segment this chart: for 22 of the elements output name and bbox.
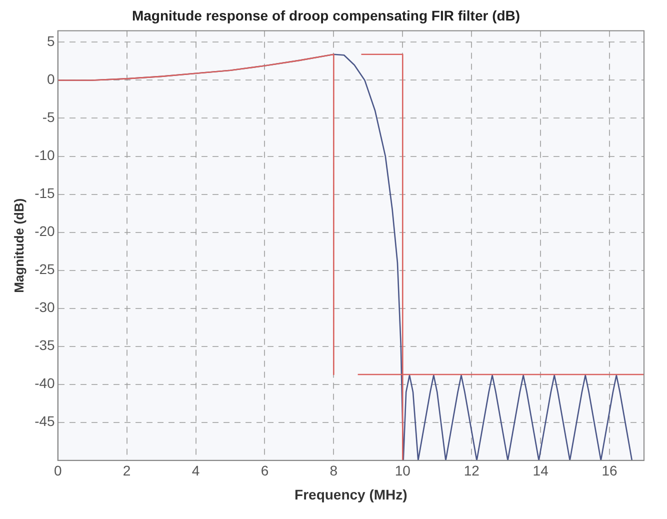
- y-tick-label: -20: [34, 223, 56, 240]
- y-tick-label: -25: [34, 261, 56, 278]
- chart-title: Magnitude response of droop compensating FIR filter (dB): [132, 7, 520, 24]
- x-tick-label: 8: [330, 462, 338, 479]
- x-axis-title: Frequency (MHz): [294, 486, 408, 502]
- y-tick-label: -40: [34, 375, 56, 392]
- y-tick-label: -5: [42, 109, 56, 126]
- y-tick-label: -15: [34, 185, 56, 202]
- y-axis-title: Magnitude (dB): [11, 198, 26, 293]
- y-tick-label: -45: [34, 413, 56, 430]
- x-tick-label: 12: [464, 462, 480, 479]
- y-tick-label: 0: [47, 71, 56, 88]
- y-tick-label: -35: [34, 337, 56, 354]
- x-tick-label: 2: [122, 462, 131, 479]
- y-tick-label: -30: [34, 299, 56, 316]
- y-tick-label: -10: [34, 147, 56, 164]
- x-tick-label: 14: [532, 462, 549, 479]
- x-tick-label: 16: [602, 462, 618, 479]
- x-tick-label: 10: [394, 462, 411, 479]
- x-tick-label: 4: [192, 462, 200, 479]
- x-tick-label: 6: [260, 462, 269, 479]
- y-tick-label: 5: [47, 33, 56, 50]
